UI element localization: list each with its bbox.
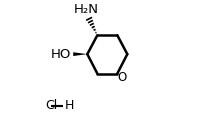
Text: O: O	[117, 71, 127, 84]
Text: Cl: Cl	[46, 99, 58, 112]
Text: HO: HO	[50, 48, 71, 61]
Text: H₂N: H₂N	[74, 3, 99, 16]
Polygon shape	[73, 52, 87, 56]
Text: H: H	[64, 99, 74, 112]
